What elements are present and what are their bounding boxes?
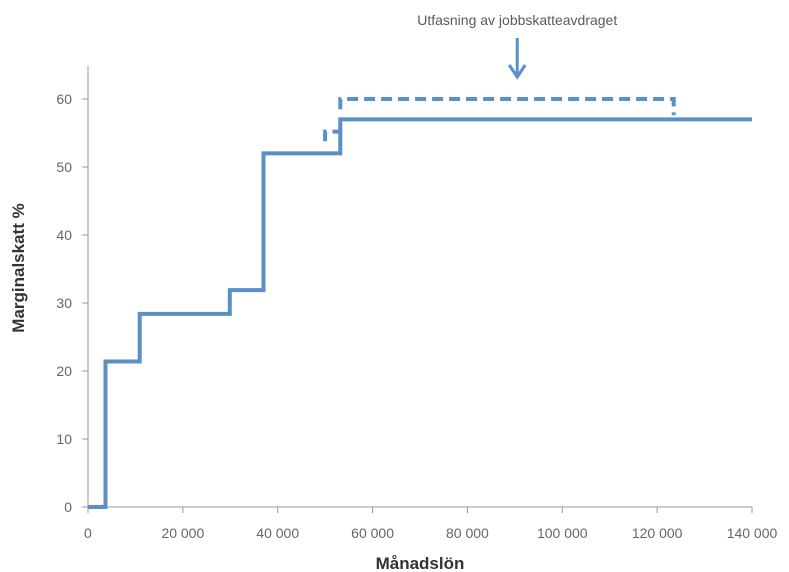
- dashed-tax-line-segment: [323, 129, 340, 142]
- annotation-arrow-head: [507, 64, 527, 80]
- x-tick-label: 20 000: [161, 525, 204, 541]
- x-tick-label: 80 000: [446, 525, 489, 541]
- annotation-layer: Utfasning av jobbskatteavdraget: [417, 12, 617, 80]
- x-axis: 0 20 000 40 000 60 000 80 000 100 000 120 000 1…: [84, 506, 778, 541]
- x-tick-label: 140 000: [727, 525, 778, 541]
- annotation-label: Utfasning av jobbskatteavdraget: [417, 12, 617, 28]
- x-tick-label: 60 000: [351, 525, 394, 541]
- x-tick-label: 40 000: [256, 525, 299, 541]
- y-tick-label: 30: [56, 295, 72, 311]
- series-layer: [88, 97, 752, 509]
- y-tick-label: 0: [64, 499, 72, 515]
- dashed-tax-line-segment: [338, 97, 676, 116]
- y-tick-label: 50: [56, 159, 72, 175]
- y-tick-label: 60: [56, 91, 72, 107]
- x-tick-label: 0: [84, 525, 92, 541]
- y-axis-title: Marginalskatt %: [9, 203, 28, 332]
- x-tick-label: 100 000: [537, 525, 588, 541]
- y-axis: 0 10 20 30 40 50 60: [56, 66, 89, 515]
- x-axis-title: Månadslön: [376, 554, 465, 572]
- solid-tax-line: [88, 117, 752, 509]
- y-tick-label: 10: [56, 431, 72, 447]
- x-tick-label: 120 000: [632, 525, 683, 541]
- y-tick-label: 20: [56, 363, 72, 379]
- y-tick-label: 40: [56, 227, 72, 243]
